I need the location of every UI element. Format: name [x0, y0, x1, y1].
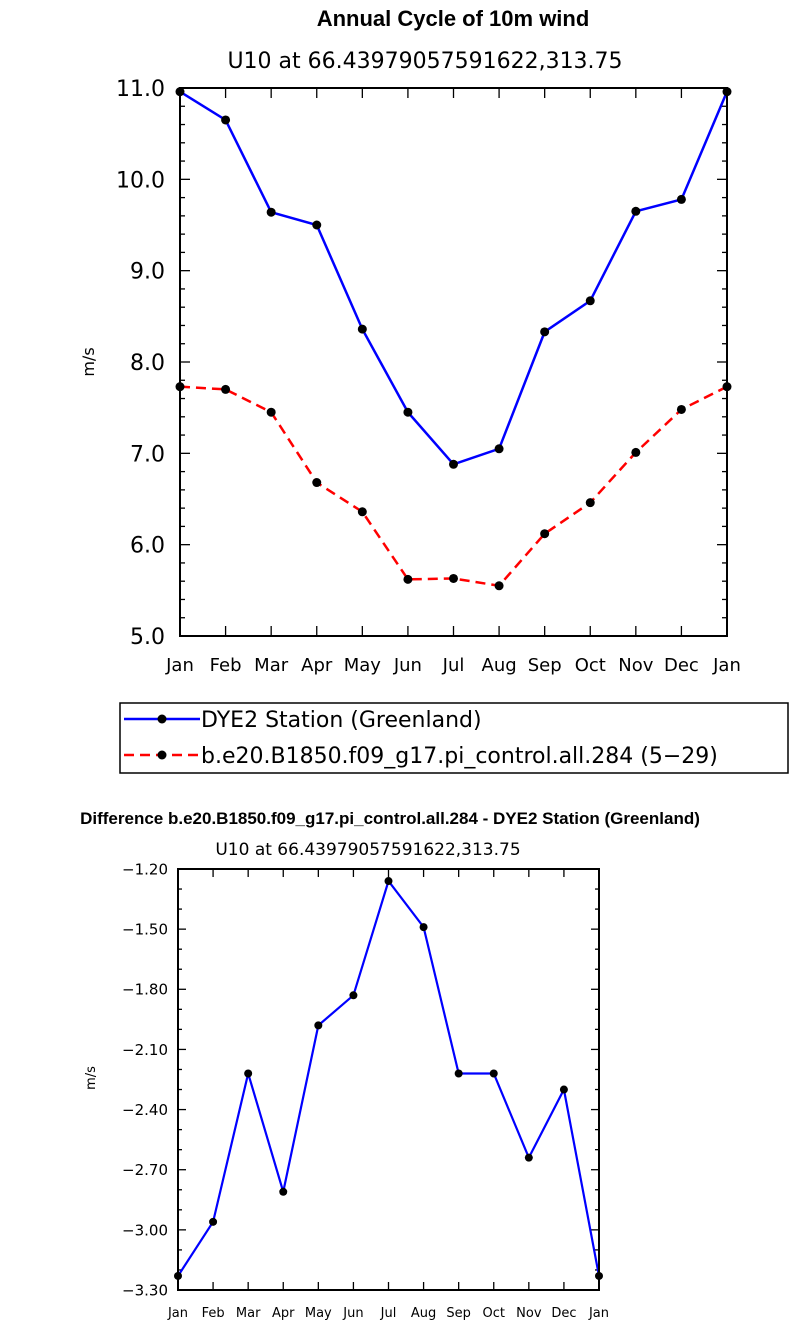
chart2-ytick-label: −1.80: [122, 981, 168, 999]
chart2-ytick-label: −3.30: [122, 1281, 168, 1299]
chart2-subtitle: U10 at 66.43979057591622,313.75: [215, 840, 520, 860]
chart2-xtick-label: Jan: [588, 1306, 609, 1321]
chart1-data-point: [403, 574, 413, 584]
chart1-title: Annual Cycle of 10m wind: [317, 6, 590, 31]
chart2-ylabel: m/s: [84, 1066, 99, 1090]
chart1-xtick-label: Feb: [210, 655, 242, 676]
chart2-xtick-label: Mar: [236, 1306, 261, 1321]
legend-marker-dye2: [157, 714, 167, 724]
chart1-series-line-1: [179, 385, 728, 588]
chart1-data-point: [357, 324, 367, 334]
chart1-ytick-label: 7.0: [130, 442, 165, 467]
chart2-xtick-label: Jul: [380, 1306, 397, 1321]
chart1-xtick-label: Jun: [393, 655, 422, 676]
chart2-data-point: [489, 1069, 498, 1078]
chart2-ytick-label: −3.00: [122, 1221, 168, 1239]
chart1-data-point: [449, 573, 458, 583]
chart1-xtick-label: Apr: [301, 655, 333, 676]
chart1-xtick-label: Nov: [618, 655, 653, 676]
chart2-ytick-label: −2.40: [122, 1101, 168, 1119]
chart1-ytick-label: 5.0: [130, 625, 165, 650]
chart1-data-point: [221, 115, 231, 125]
chart2-ytick-label: −2.10: [122, 1041, 168, 1059]
chart1-xtick-label: May: [344, 655, 382, 676]
chart1-ytick-label: 8.0: [130, 351, 165, 376]
chart2-data-point: [524, 1153, 533, 1162]
chart1-xtick-label: Jan: [165, 655, 194, 676]
chart1-data-point: [312, 220, 322, 230]
chart2-xtick-label: May: [305, 1306, 332, 1321]
chart1-data-point: [631, 206, 641, 216]
chart2-data-point: [419, 923, 428, 932]
chart1-data-point: [266, 407, 276, 417]
chart1-data-point: [449, 459, 458, 469]
chart1-data-point: [676, 194, 686, 204]
chart2-data-point: [244, 1069, 253, 1078]
chart2-xtick-label: Sep: [446, 1306, 471, 1321]
chart1-legend: DYE2 Station (Greenland) b.e20.B1850.f09…: [119, 702, 789, 774]
chart1-xtick-label: Sep: [528, 655, 562, 676]
chart2-xtick-label: Oct: [483, 1306, 505, 1321]
chart2-data-point: [559, 1085, 568, 1094]
chart1-data-point: [676, 404, 686, 414]
chart2-ytick-label: −1.50: [122, 921, 168, 939]
chart1-data-point: [540, 327, 550, 337]
chart2-ytick-label: −1.20: [122, 860, 168, 878]
chart1-ylabel: m/s: [79, 347, 98, 376]
chart1-plot-frame: [179, 87, 728, 637]
chart1-xtick-label: Oct: [575, 655, 606, 676]
chart2-data-point: [314, 1021, 323, 1030]
chart2-xtick-label: Jan: [167, 1306, 188, 1321]
chart1-xtick-label: Mar: [254, 655, 289, 676]
annual-cycle-chart: Annual Cycle of 10m wind U10 at 66.43979…: [79, 6, 789, 774]
chart2-xtick-label: Jun: [342, 1306, 363, 1321]
chart1-ytick-label: 10.0: [116, 168, 165, 193]
chart2-xtick-label: Dec: [551, 1306, 576, 1321]
chart1-subtitle: U10 at 66.43979057591622,313.75: [227, 49, 622, 74]
chart2-xtick-label: Nov: [516, 1306, 542, 1321]
legend-label-dye2: DYE2 Station (Greenland): [201, 708, 482, 733]
chart2-data-point: [454, 1069, 463, 1078]
legend-marker-model: [157, 750, 167, 760]
chart1-xtick-label: Jul: [442, 655, 465, 676]
chart1-data-point: [312, 478, 322, 488]
chart2-plot-frame: [177, 868, 600, 1291]
chart1-ytick-label: 9.0: [130, 260, 165, 285]
chart1-data-point: [631, 447, 641, 457]
chart1-data-point: [221, 384, 231, 394]
chart1-ytick-label: 6.0: [130, 534, 165, 559]
chart2-series-line-0: [177, 878, 601, 1277]
chart1-data-point: [403, 407, 413, 417]
chart2-data-point: [349, 991, 358, 1000]
chart1-data-point: [357, 507, 367, 517]
chart2-data-point: [279, 1187, 288, 1196]
difference-chart: Difference b.e20.B1850.f09_g17.pi_contro…: [80, 809, 700, 1321]
chart2-xtick-label: Aug: [411, 1306, 436, 1321]
chart1-xtick-label: Dec: [664, 655, 699, 676]
legend-label-model: b.e20.B1850.f09_g17.pi_control.all.284 (…: [201, 744, 718, 769]
chart2-title: Difference b.e20.B1850.f09_g17.pi_contro…: [80, 809, 700, 828]
chart2-xtick-label: Feb: [202, 1306, 225, 1321]
chart1-data-point: [585, 296, 595, 306]
chart1-xtick-label: Aug: [482, 655, 517, 676]
chart2-data-point: [384, 877, 393, 886]
chart1-data-point: [494, 581, 504, 591]
chart1-data-point: [494, 444, 504, 454]
chart1-data-point: [266, 207, 276, 217]
chart1-xtick-label: Jan: [712, 655, 741, 676]
chart1-data-point: [585, 498, 595, 508]
chart2-xtick-label: Apr: [272, 1306, 295, 1321]
chart2-data-point: [209, 1217, 218, 1226]
chart1-ytick-label: 11.0: [116, 77, 165, 102]
legend-box: [119, 702, 789, 774]
chart2-ytick-label: −2.70: [122, 1161, 168, 1179]
chart1-data-point: [540, 529, 550, 539]
